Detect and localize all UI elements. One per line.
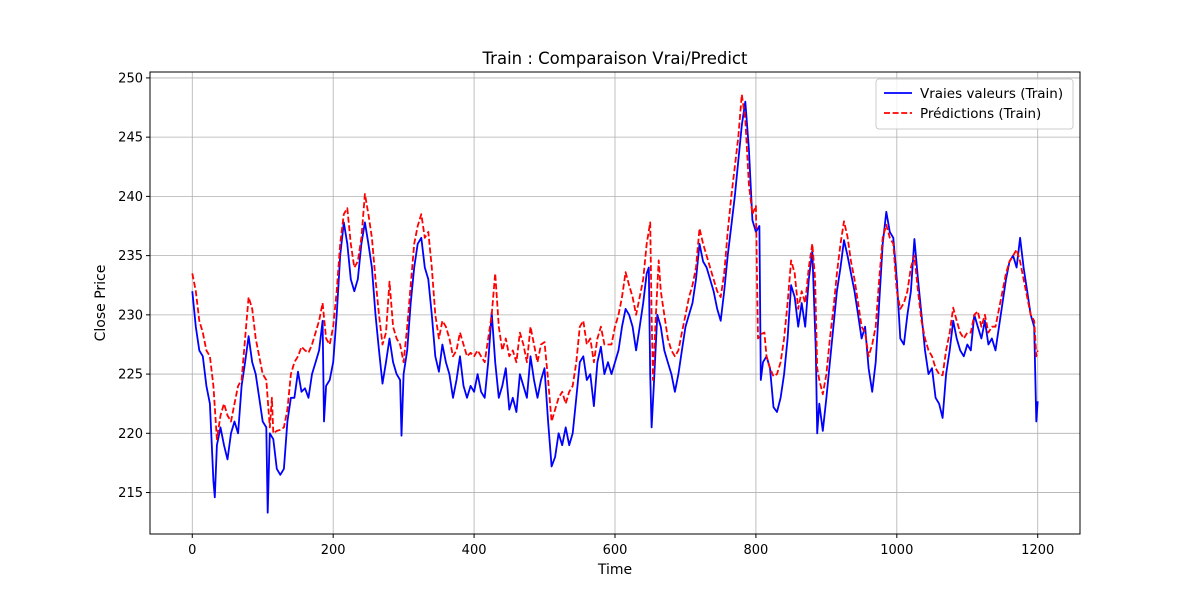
x-axis-label: Time bbox=[597, 562, 632, 578]
y-tick-label: 240 bbox=[118, 190, 143, 205]
y-axis-label: Close Price bbox=[93, 265, 109, 342]
legend-box bbox=[875, 78, 1074, 130]
x-tick-label: 0 bbox=[188, 543, 196, 558]
x-tick-label: 1200 bbox=[1021, 543, 1054, 558]
y-tick-label: 250 bbox=[118, 71, 143, 86]
y-tick-label: 225 bbox=[118, 368, 143, 383]
y-tick-label: 220 bbox=[118, 427, 143, 442]
x-tick-label: 200 bbox=[321, 543, 346, 558]
x-tick-label: 400 bbox=[462, 543, 487, 558]
grid bbox=[150, 72, 1080, 534]
predictions-line bbox=[191, 93, 1039, 441]
ticks: 0 200 400 600 800 1000 1200 215 220 225 230 235 240 2… bbox=[118, 71, 1054, 558]
y-tick-label: 230 bbox=[118, 308, 143, 323]
x-tick-label: 1000 bbox=[880, 543, 913, 558]
x-tick-label: 600 bbox=[603, 543, 628, 558]
legend: Vraies valeurs (Train) Prédictions (Trai… bbox=[875, 78, 1074, 130]
y-tick-label: 215 bbox=[118, 486, 143, 501]
legend-label-predictions: Prédictions (Train) bbox=[920, 106, 1041, 122]
legend-label-true-values: Vraies valeurs (Train) bbox=[920, 86, 1063, 102]
plot-lines bbox=[191, 93, 1039, 514]
y-tick-label: 245 bbox=[118, 131, 143, 146]
chart-title: Train : Comparaison Vrai/Predict bbox=[482, 49, 748, 68]
y-tick-label: 235 bbox=[118, 249, 143, 264]
x-tick-label: 800 bbox=[743, 543, 768, 558]
